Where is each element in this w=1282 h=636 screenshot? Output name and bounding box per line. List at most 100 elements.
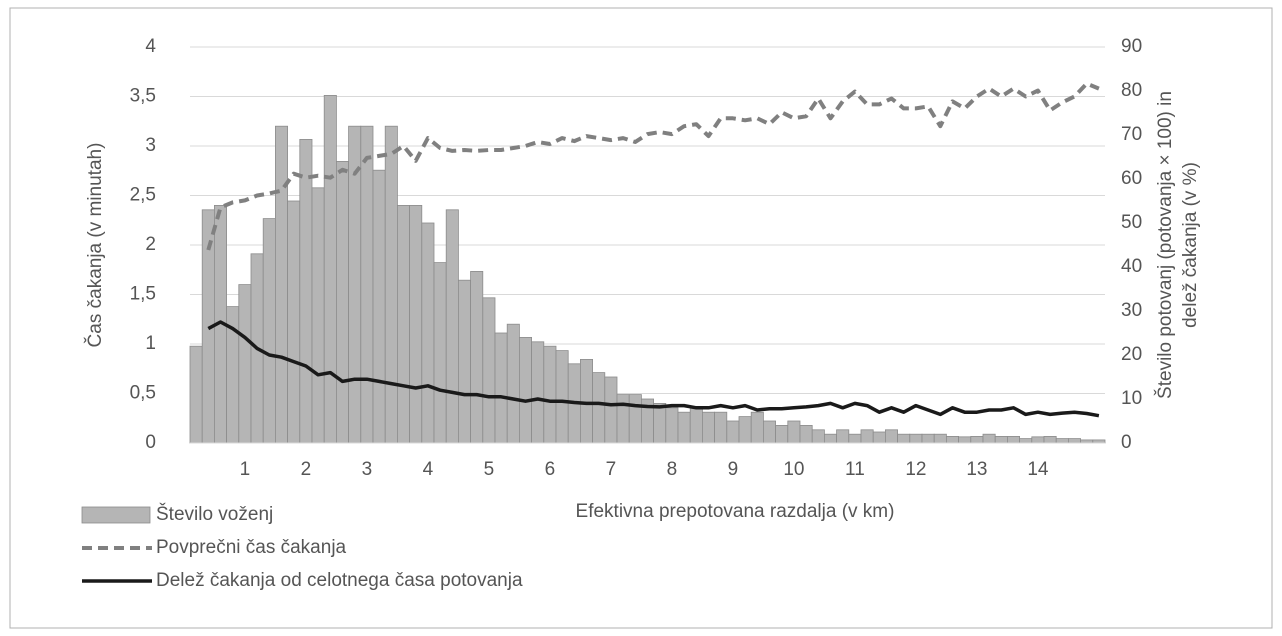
bar xyxy=(787,420,801,444)
y2-tick-label: 40 xyxy=(1121,256,1142,277)
x-tick-label: 10 xyxy=(783,459,804,480)
y-tick-label: 1 xyxy=(145,333,156,354)
bar xyxy=(445,209,459,444)
bar xyxy=(494,332,508,444)
legend-swatch xyxy=(81,506,151,524)
bar xyxy=(921,433,935,444)
y2-axis-label: Število potovanj (potovanja × 100) in xyxy=(1154,91,1176,399)
bar xyxy=(738,416,752,444)
bar xyxy=(628,394,642,444)
y2-tick-label: 10 xyxy=(1121,388,1142,409)
line-series xyxy=(206,81,1100,251)
y2-tick-label: 30 xyxy=(1121,300,1142,321)
bar xyxy=(482,297,496,444)
y-tick-label: 3,5 xyxy=(130,86,156,107)
x-tick-label: 6 xyxy=(545,459,556,480)
bar xyxy=(799,424,813,444)
y2-tick-label: 70 xyxy=(1121,124,1142,145)
bar xyxy=(775,424,789,444)
bar xyxy=(982,433,996,444)
bar xyxy=(909,433,923,444)
bar xyxy=(665,407,679,444)
bar xyxy=(189,345,203,444)
bar xyxy=(604,376,618,444)
x-tick-label: 7 xyxy=(606,459,617,480)
y-tick-label: 1,5 xyxy=(130,284,156,305)
bar xyxy=(714,411,728,444)
bar xyxy=(811,429,825,444)
bar xyxy=(848,433,862,444)
x-tick-label: 9 xyxy=(728,459,739,480)
bar xyxy=(994,435,1008,444)
bar xyxy=(1055,438,1069,444)
bar xyxy=(506,323,520,444)
bar xyxy=(872,431,886,444)
y-tick-label: 4 xyxy=(145,36,156,57)
bar xyxy=(726,420,740,444)
x-tick-label: 11 xyxy=(845,459,865,480)
y2-tick-label: 50 xyxy=(1121,212,1142,233)
bar xyxy=(653,402,667,444)
line-series xyxy=(207,320,1100,418)
bar xyxy=(1007,435,1021,444)
y2-tick-label: 20 xyxy=(1121,344,1142,365)
bar xyxy=(897,433,911,444)
x-tick-label: 13 xyxy=(966,459,987,480)
bar xyxy=(616,394,630,444)
x-tick-label: 3 xyxy=(362,459,373,480)
bar xyxy=(750,411,764,444)
x-tick-label: 1 xyxy=(240,459,251,480)
x-tick-label: 2 xyxy=(301,459,312,480)
bar xyxy=(1068,438,1082,444)
chart-frame xyxy=(9,7,1273,629)
bar xyxy=(677,411,691,444)
x-tick-label: 12 xyxy=(905,459,926,480)
bar xyxy=(323,95,337,444)
x-tick-label: 14 xyxy=(1027,459,1049,480)
bar xyxy=(860,429,874,444)
bar xyxy=(1031,436,1045,444)
bar xyxy=(836,429,850,444)
bar xyxy=(396,204,410,444)
y2-axis-label: delež čakanja (v %) xyxy=(1180,162,1201,328)
bar xyxy=(335,160,349,444)
bar xyxy=(946,435,960,444)
legend-label: Število voženj xyxy=(156,503,273,525)
y-tick-label: 2,5 xyxy=(130,185,156,206)
bar xyxy=(1043,435,1057,444)
bar xyxy=(311,187,325,444)
bar xyxy=(970,435,984,444)
legend-label: Povprečni čas čakanja xyxy=(156,537,347,558)
bar xyxy=(933,433,947,444)
bar xyxy=(763,420,777,444)
x-tick-label: 8 xyxy=(667,459,678,480)
bar xyxy=(824,433,838,444)
bar xyxy=(702,411,716,444)
bar xyxy=(470,270,484,444)
x-axis-label: Efektivna prepotovana razdalja (v km) xyxy=(576,501,895,522)
bar xyxy=(689,407,703,444)
y2-tick-label: 90 xyxy=(1121,36,1142,57)
bar xyxy=(409,204,423,444)
bar xyxy=(958,436,972,444)
y2-tick-label: 0 xyxy=(1121,432,1132,453)
y-tick-label: 2 xyxy=(145,234,156,255)
bar xyxy=(1019,438,1033,444)
bar xyxy=(580,358,594,444)
bar xyxy=(531,341,545,444)
bar xyxy=(274,125,288,444)
y-tick-label: 0 xyxy=(145,432,156,453)
bar xyxy=(433,262,447,444)
bar xyxy=(555,350,569,444)
bar xyxy=(372,169,386,444)
bar xyxy=(885,429,899,444)
bar xyxy=(238,284,252,444)
bar xyxy=(262,218,276,444)
bar xyxy=(519,336,533,444)
x-tick-label: 5 xyxy=(484,459,495,480)
legend-label: Delež čakanja od celotnega časa potovanj… xyxy=(156,570,523,591)
bar xyxy=(384,125,398,444)
bar xyxy=(457,279,471,444)
bar xyxy=(421,222,435,444)
